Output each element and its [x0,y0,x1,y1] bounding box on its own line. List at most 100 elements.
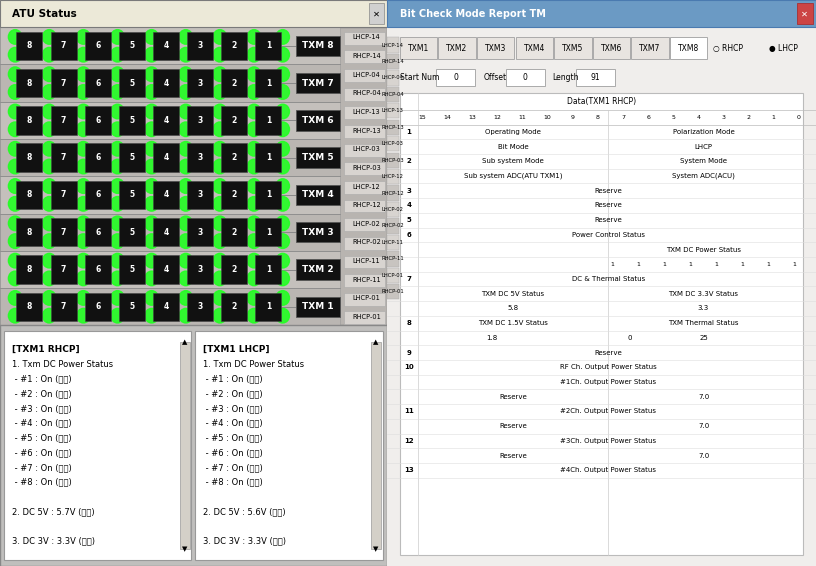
Ellipse shape [111,48,124,62]
Text: 14: 14 [443,115,451,120]
Text: 0: 0 [628,335,632,341]
FancyBboxPatch shape [4,331,192,560]
FancyBboxPatch shape [195,331,383,560]
Ellipse shape [179,48,193,62]
Text: 2: 2 [406,158,411,164]
FancyBboxPatch shape [371,342,381,549]
Text: - #7 : On (정상): - #7 : On (정상) [203,463,263,472]
Text: 5: 5 [129,265,135,274]
Text: 4: 4 [163,190,169,199]
Text: RHCP-14: RHCP-14 [352,53,381,59]
Ellipse shape [77,142,90,156]
Ellipse shape [111,159,124,174]
Ellipse shape [77,196,90,211]
Text: Sub system Mode: Sub system Mode [482,158,543,164]
Text: 6: 6 [95,79,100,88]
Text: 6: 6 [95,41,100,50]
FancyBboxPatch shape [296,110,340,131]
FancyBboxPatch shape [16,218,42,246]
Text: RHCP-14: RHCP-14 [381,59,404,64]
Text: 8: 8 [27,302,32,311]
Text: 13: 13 [468,115,477,120]
FancyBboxPatch shape [119,106,144,135]
Text: - #3 : On (정상): - #3 : On (정상) [203,404,263,413]
FancyBboxPatch shape [187,32,213,60]
Ellipse shape [145,122,158,136]
Ellipse shape [276,216,290,231]
Text: 8: 8 [406,320,411,326]
Text: RHCP-03: RHCP-03 [382,158,404,162]
Text: 1: 1 [266,265,271,274]
Text: 5: 5 [129,79,135,88]
Text: 2: 2 [747,115,751,120]
Ellipse shape [42,29,56,44]
FancyBboxPatch shape [344,293,385,306]
FancyBboxPatch shape [187,106,213,135]
FancyBboxPatch shape [387,186,399,201]
Ellipse shape [8,29,22,44]
FancyBboxPatch shape [387,136,399,151]
FancyBboxPatch shape [592,37,630,59]
FancyBboxPatch shape [51,144,77,172]
Text: LHCP-04: LHCP-04 [353,72,380,78]
Ellipse shape [111,85,124,99]
Text: LHCP-14: LHCP-14 [382,42,404,48]
FancyBboxPatch shape [0,213,340,251]
Text: Reserve: Reserve [594,350,622,355]
Text: Length: Length [552,73,579,82]
Text: 2: 2 [232,190,237,199]
Text: Bit Check Mode Report TM: Bit Check Mode Report TM [400,8,546,19]
Text: #3Ch. Output Power Status: #3Ch. Output Power Status [561,438,656,444]
Text: 6: 6 [95,116,100,125]
FancyBboxPatch shape [51,181,77,209]
Ellipse shape [42,216,56,231]
Text: 12: 12 [404,438,414,444]
FancyBboxPatch shape [255,106,282,135]
Text: ▼: ▼ [374,546,379,552]
Text: 2. DC 5V : 5.6V (정상): 2. DC 5V : 5.6V (정상) [203,507,286,516]
Text: 2: 2 [232,41,237,50]
Ellipse shape [213,234,227,248]
Text: ● LHCP: ● LHCP [769,44,798,53]
Text: 4: 4 [163,228,169,237]
Text: ATU Status: ATU Status [11,8,77,19]
Ellipse shape [145,179,158,194]
Text: Reserve: Reserve [499,453,527,458]
Ellipse shape [111,104,124,119]
FancyBboxPatch shape [0,288,340,325]
Ellipse shape [179,142,193,156]
FancyBboxPatch shape [0,27,340,65]
Ellipse shape [77,271,90,286]
FancyBboxPatch shape [387,268,399,283]
Ellipse shape [179,179,193,194]
Ellipse shape [77,122,90,136]
Text: 7: 7 [61,116,66,125]
FancyBboxPatch shape [16,144,42,172]
Text: - #2 : On (정상): - #2 : On (정상) [11,389,71,398]
FancyBboxPatch shape [387,218,399,234]
Ellipse shape [42,290,56,305]
Text: RHCP-02: RHCP-02 [381,224,404,229]
Text: 3: 3 [721,115,725,120]
Text: - #6 : On (정상): - #6 : On (정상) [203,448,263,457]
Text: TXM 5: TXM 5 [302,153,334,162]
FancyBboxPatch shape [296,259,340,280]
Ellipse shape [213,122,227,136]
Ellipse shape [213,196,227,211]
Text: [TXM1 RHCP]: [TXM1 RHCP] [11,345,79,354]
FancyBboxPatch shape [344,50,385,63]
FancyBboxPatch shape [51,255,77,284]
Ellipse shape [276,234,290,248]
FancyBboxPatch shape [296,222,340,242]
Text: 1: 1 [663,262,667,267]
Ellipse shape [8,159,22,174]
Ellipse shape [213,85,227,99]
Text: 0: 0 [797,115,800,120]
Ellipse shape [179,29,193,44]
Text: 7: 7 [621,115,625,120]
Text: 5: 5 [129,228,135,237]
Text: 1: 1 [741,262,744,267]
Text: 7.0: 7.0 [698,394,709,400]
Ellipse shape [179,308,193,323]
FancyBboxPatch shape [387,0,816,27]
